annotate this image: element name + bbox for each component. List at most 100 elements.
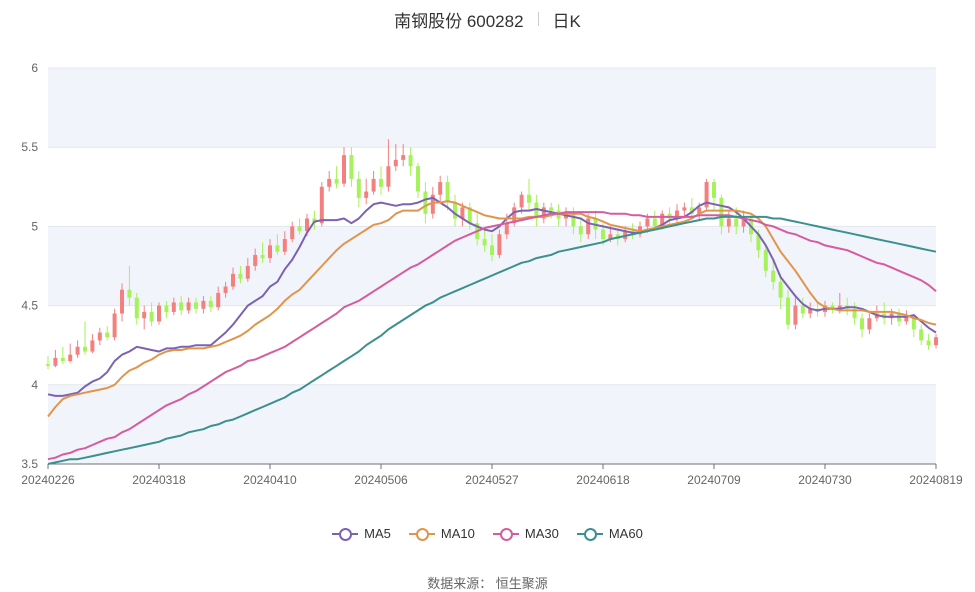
candle-body [105,332,110,338]
candle-body [112,313,117,338]
candle-body [504,223,509,235]
candle [112,308,117,341]
x-tick-label: 20240506 [354,473,408,487]
candle [689,197,694,219]
candle [290,221,295,243]
candle-body [660,213,665,227]
candle-body [342,155,346,184]
candle [467,202,472,230]
candle [334,166,339,189]
candle [364,178,369,205]
candle-body [689,207,694,214]
candle [134,292,139,325]
legend-item-ma60[interactable]: MA60 [576,526,643,541]
candle-body [349,155,354,179]
candle-body [867,318,872,330]
candle [800,297,805,319]
candle-body [519,194,524,208]
candle-body [268,245,272,259]
candle-body [786,297,790,325]
candle-body [704,182,709,208]
candle [379,166,383,195]
candle-body [260,254,265,259]
candle-body [134,297,139,319]
candle [97,327,102,346]
candle-body [238,273,243,279]
candle-body [90,340,95,352]
legend-item-ma30[interactable]: MA30 [492,526,559,541]
candle-body [726,218,731,227]
legend-swatch-ma60 [576,527,603,541]
candle-body [467,207,472,224]
candle-body [157,305,161,322]
candle-body [497,234,502,255]
candle-body [712,182,716,198]
candle [83,321,87,355]
candle-body [216,292,221,308]
legend-item-ma10[interactable]: MA10 [408,526,475,541]
candle-body [512,207,517,224]
candle-body [68,354,73,362]
background-bands [48,68,936,464]
x-tick-label: 20240819 [909,473,963,487]
candle [245,258,250,282]
candle-body [793,305,798,325]
candle [423,182,428,224]
legend-item-ma5[interactable]: MA5 [332,526,391,541]
band-0 [48,384,936,464]
y-tick-label: 5 [31,219,38,233]
x-axis: 20240226 20240318 20240410 20240506 20240527… [21,463,963,487]
candle [349,147,354,187]
candle-body [934,337,938,346]
candle [926,334,931,350]
candle [793,297,798,330]
candle-body [83,346,87,352]
candle-body [756,234,761,251]
candle [534,194,539,227]
candle [223,281,228,298]
candle [179,296,184,316]
candle-body [852,308,857,319]
candle [490,234,494,262]
x-tick-label: 20240410 [243,473,297,487]
candle-body [379,178,383,187]
legend-swatch-ma10 [408,527,435,541]
candle-body [741,218,746,227]
candle [127,266,132,306]
legend: MA5 MA10 MA30 MA60 [0,526,975,541]
candle-body [127,289,132,298]
candle [786,289,790,330]
candle-body [75,346,80,355]
candle [726,210,731,233]
candle [556,204,561,227]
candle-body [386,166,391,187]
candle [275,234,280,255]
candle-body [837,305,842,309]
chart-title: 南钢股份 600282 日K [0,6,975,32]
y-tick-label: 4 [31,378,38,392]
candle-body [371,178,376,192]
candle [171,297,176,316]
title-separator [537,12,539,26]
candle-body [97,332,102,341]
data-source: 数据来源： 恒生聚源 [427,576,548,591]
candle [919,324,924,346]
candle-body [60,357,65,362]
candle [867,313,872,335]
candle-body [527,194,531,203]
legend-swatch-ma30 [492,527,519,541]
candle-body [830,305,835,309]
candle [527,178,531,211]
candle-body [416,166,420,192]
candle-body [282,239,287,252]
candle [934,334,938,349]
candle-body [697,207,702,214]
candle-body [778,281,783,298]
candle [208,296,213,312]
candle-body [164,305,169,312]
candle-body [438,182,443,195]
candle [268,239,272,263]
candle [564,207,568,227]
candle [53,349,58,368]
x-tick-label: 20240730 [798,473,852,487]
